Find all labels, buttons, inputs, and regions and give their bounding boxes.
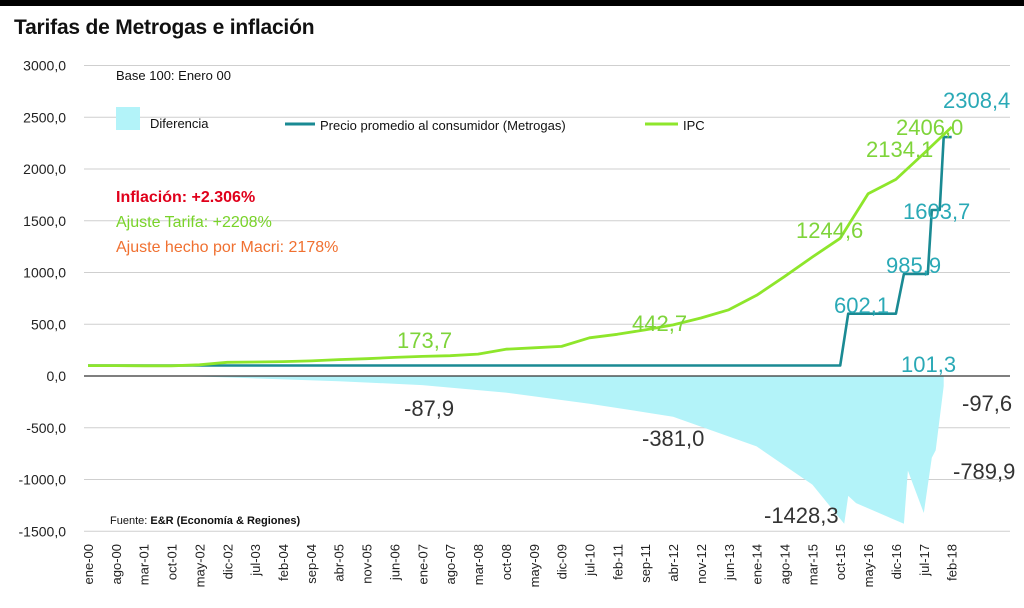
x-tick-label: mar-15 xyxy=(805,544,820,585)
y-tick-label: 1500,0 xyxy=(23,213,66,229)
x-tick-label: oct-01 xyxy=(165,544,180,580)
x-tick-label: ago-14 xyxy=(778,544,793,584)
x-tick-label: may-16 xyxy=(861,544,876,587)
x-tick-label: dic-02 xyxy=(220,544,235,579)
source-label: Fuente: E&R (Economía & Regiones) xyxy=(110,515,300,527)
x-tick-label: ago-07 xyxy=(443,544,458,584)
x-tick-label: jun-06 xyxy=(387,544,402,581)
legend-diferencia-label: Diferencia xyxy=(150,116,209,131)
x-tick-label: ene-07 xyxy=(415,544,430,584)
x-tick-label: may-02 xyxy=(192,544,207,587)
y-tick-label: -1500,0 xyxy=(19,523,67,539)
chart-subtitle: Base 100: Enero 00 xyxy=(116,68,231,83)
legend-diferencia-swatch xyxy=(116,107,140,130)
x-tick-label: abr-12 xyxy=(666,544,681,582)
x-tick-label: ene-00 xyxy=(81,544,96,584)
x-tick-label: feb-18 xyxy=(945,544,960,581)
x-tick-label: feb-04 xyxy=(276,544,291,581)
x-tick-label: feb-11 xyxy=(610,544,625,580)
x-tick-label: mar-08 xyxy=(471,544,486,585)
y-tick-label: 2000,0 xyxy=(23,161,66,177)
ipc-label-4: 2134,1 xyxy=(866,137,933,162)
legend-ipc-label: IPC xyxy=(683,118,705,133)
x-tick-label: sep-11 xyxy=(638,544,653,583)
x-tick-label: dic-16 xyxy=(889,544,904,579)
metrogas-label-4: 1603,7 xyxy=(903,199,970,224)
ipc-label-2: 442,7 xyxy=(632,311,687,336)
y-tick-label: 1000,0 xyxy=(23,265,66,281)
diferencia-label-5: -97,6 xyxy=(962,391,1012,416)
metrogas-label-1: 101,3 xyxy=(901,352,956,377)
y-tick-label: 3000,0 xyxy=(23,58,66,74)
x-tick-label: jul-10 xyxy=(582,544,597,577)
ipc-label-5: 2406,0 xyxy=(896,115,963,140)
note-macri: Ajuste hecho por Macri: 2178% xyxy=(116,239,338,256)
y-tick-label: -1000,0 xyxy=(19,472,67,488)
source-name: E&R (Economía & Regiones) xyxy=(150,515,300,527)
diferencia-label-3: -1428,3 xyxy=(764,503,839,528)
x-tick-label: nov-05 xyxy=(360,544,375,584)
ipc-label-3: 1244,6 xyxy=(796,218,863,243)
metrogas-label-3: 985,9 xyxy=(886,253,941,278)
x-tick-label: jul-17 xyxy=(917,544,932,577)
x-tick-label: sep-04 xyxy=(304,544,319,584)
diferencia-label-2: -381,0 xyxy=(642,426,704,451)
x-tick-label: may-09 xyxy=(527,544,542,587)
diferencia-label-1: -87,9 xyxy=(404,396,454,421)
x-tick-label: ago-00 xyxy=(109,544,124,584)
legend-metrogas-label: Precio promedio al consumidor (Metrogas) xyxy=(320,118,566,133)
x-tick-label: dic-09 xyxy=(555,544,570,579)
x-tick-label: oct-08 xyxy=(499,544,514,580)
x-tick-label: nov-12 xyxy=(694,544,709,584)
note-inflacion: Inflación: +2.306% xyxy=(116,189,255,206)
ipc-label-1: 173,7 xyxy=(397,328,452,353)
x-tick-label: ene-14 xyxy=(750,544,765,584)
y-tick-label: 500,0 xyxy=(31,316,66,332)
x-tick-label: abr-05 xyxy=(332,544,347,582)
x-tick-label: mar-01 xyxy=(137,544,152,585)
metrogas-label-5: 2308,4 xyxy=(943,88,1010,113)
series-diferencia-area xyxy=(88,376,944,524)
y-tick-label: 0,0 xyxy=(47,368,67,384)
series-ipc-line xyxy=(88,125,953,368)
y-tick-label: -500,0 xyxy=(26,420,66,436)
x-tick-label: oct-15 xyxy=(833,544,848,580)
chart-title: Tarifas de Metrogas e inflación xyxy=(14,16,315,39)
y-tick-label: 2500,0 xyxy=(23,109,66,125)
x-tick-label: jul-03 xyxy=(248,544,263,577)
diferencia-label-4: -789,9 xyxy=(953,459,1015,484)
note-ajuste-tarifa: Ajuste Tarifa: +2208% xyxy=(116,214,272,231)
top-border xyxy=(0,0,1024,6)
series-metrogas-line xyxy=(88,135,952,367)
x-tick-label: jun-13 xyxy=(722,544,737,581)
metrogas-label-2: 602,1 xyxy=(834,293,889,318)
